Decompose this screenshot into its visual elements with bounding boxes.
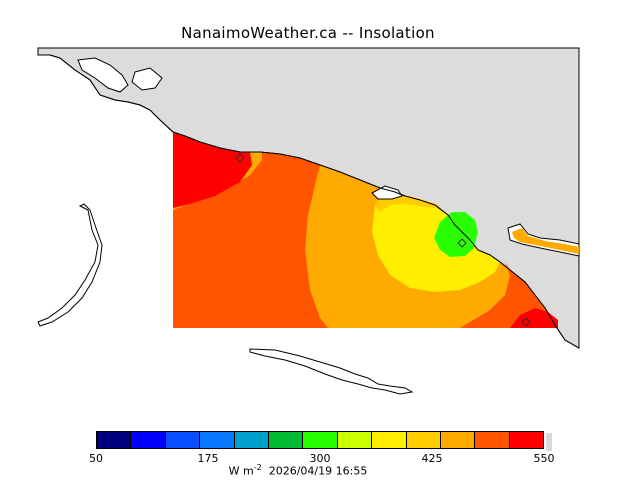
colorbar-swatch xyxy=(199,432,234,448)
station-marker-icon xyxy=(235,153,245,163)
timestamp: 2026/04/19 16:55 xyxy=(268,464,368,478)
colorbar-swatch xyxy=(405,432,440,448)
station-markers xyxy=(235,153,531,327)
island-west xyxy=(37,203,103,327)
colorbar-swatch xyxy=(302,432,337,448)
colorbar-swatch xyxy=(97,432,131,448)
colorbar-swatch xyxy=(508,432,544,448)
contour-band-ff0000-se xyxy=(510,308,558,328)
colorbar-shadow xyxy=(546,433,552,451)
colorbar-tick-label: 425 xyxy=(421,452,443,465)
island-north-2 xyxy=(131,67,163,91)
colorbar xyxy=(96,431,544,449)
colorbar-swatch xyxy=(474,432,509,448)
inlet-fill xyxy=(512,228,579,254)
colorbar-swatch xyxy=(336,432,372,448)
contour-band-ff0000 xyxy=(173,132,252,208)
colorbar-swatch xyxy=(130,432,165,448)
colorbar-swatch xyxy=(439,432,475,448)
colorbar-swatch xyxy=(267,432,303,448)
colorbar-tick-label: 175 xyxy=(197,452,219,465)
unit-exponent: -2 xyxy=(253,463,262,472)
contour-field xyxy=(173,132,558,328)
station-marker-icon xyxy=(457,238,467,248)
colorbar-swatch xyxy=(371,432,406,448)
unit-label: W m xyxy=(228,464,254,478)
contour-band-29ff00 xyxy=(434,212,478,257)
contour-band-ffee00 xyxy=(372,197,500,292)
inlet-water xyxy=(371,185,403,200)
island-north-1 xyxy=(77,57,129,93)
island-south xyxy=(249,348,414,395)
map-title: NanaimoWeather.ca -- Insolation xyxy=(181,24,435,42)
coastline xyxy=(38,54,580,349)
colorbar-swatch xyxy=(233,432,268,448)
colorbar-tick-label: 550 xyxy=(533,452,555,465)
colorbar-tick-label: 50 xyxy=(89,452,103,465)
colorbar-tick-label: 300 xyxy=(309,452,331,465)
station-marker-icon xyxy=(521,317,531,327)
footer: W m-2 2026/04/19 16:55 xyxy=(0,463,596,478)
colorbar-swatch xyxy=(164,432,200,448)
